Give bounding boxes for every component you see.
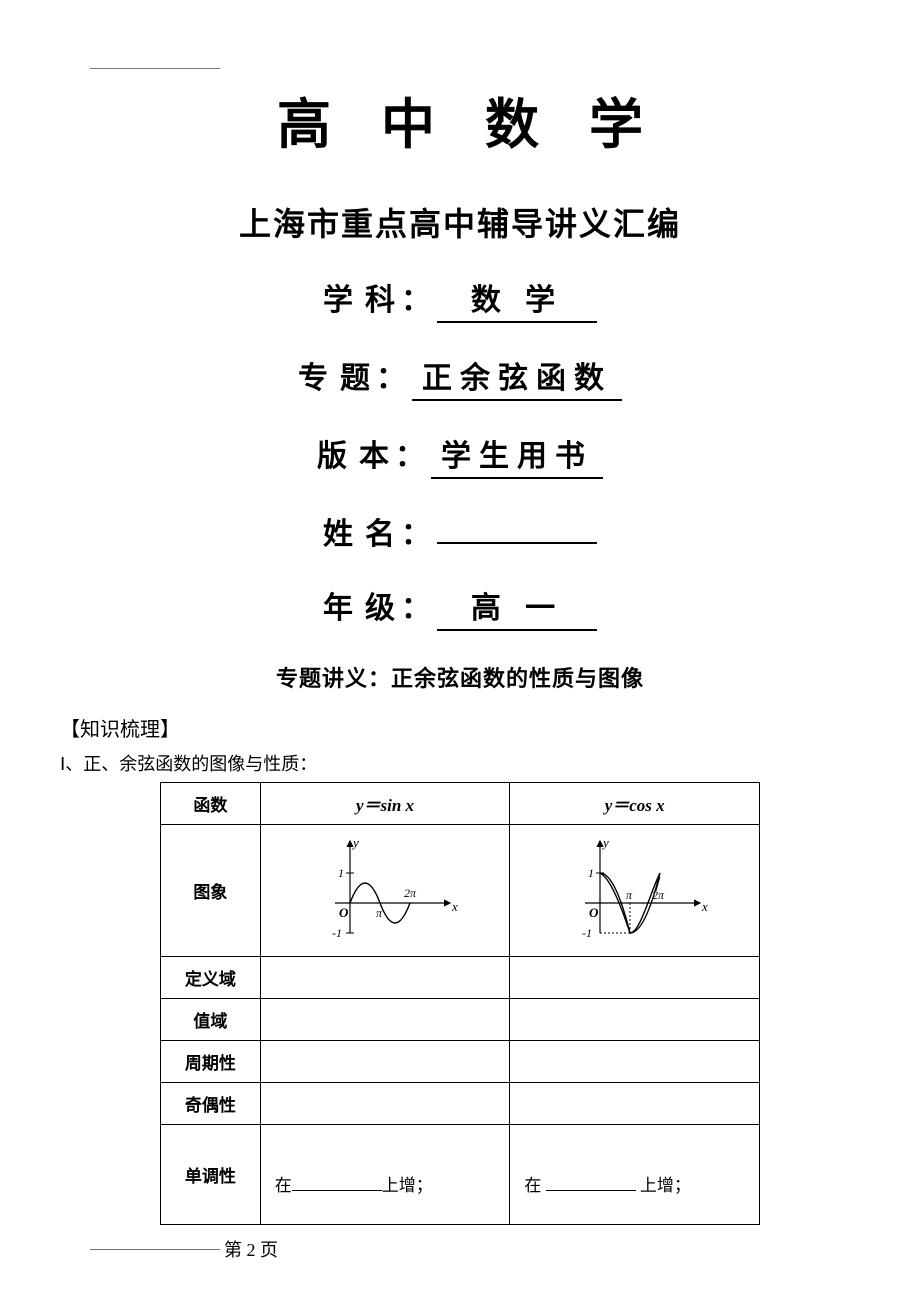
field-label: 版本 xyxy=(317,431,401,475)
colon-icon: ： xyxy=(395,431,425,475)
domain-cos xyxy=(510,957,760,999)
subtitle: 上海市重点高中辅导讲义汇编 xyxy=(60,199,860,245)
knowledge-heading: 【知识梳理】 xyxy=(60,713,860,742)
range-sin xyxy=(260,999,510,1041)
sin-graph-icon: y x 1 -1 O π 2π xyxy=(310,833,460,943)
range-cos xyxy=(510,999,760,1041)
field-name: 姓名 ： xyxy=(60,509,860,553)
svg-text:-1: -1 xyxy=(582,926,592,940)
page-number: 第 2 页 xyxy=(224,1236,278,1262)
svg-text:O: O xyxy=(589,905,599,920)
field-label: 姓名 xyxy=(323,509,407,553)
sin-graph-cell: y x 1 -1 O π 2π xyxy=(260,825,510,957)
colon-icon: ： xyxy=(376,353,406,397)
svg-text:y: y xyxy=(601,835,609,850)
parity-cos xyxy=(510,1083,760,1125)
field-value: 正余弦函数 xyxy=(412,353,622,401)
svg-text:π: π xyxy=(376,906,383,920)
fill-blank xyxy=(546,1174,636,1191)
svg-text:2π: 2π xyxy=(652,888,665,902)
field-value: 数 学 xyxy=(437,275,597,323)
colon-icon: ： xyxy=(401,275,431,319)
row-label-range: 值域 xyxy=(161,999,261,1041)
svg-text:x: x xyxy=(451,899,458,914)
period-row: 周期性 xyxy=(161,1041,760,1083)
cover-fields: 学科 ： 数 学 专题 ： 正余弦函数 版本 ： 学生用书 姓名 ： 年级 ： … xyxy=(60,275,860,631)
field-label: 年级 xyxy=(323,583,407,627)
cos-graph-cell: y x 1 -1 O π 2π xyxy=(510,825,760,957)
row-label-domain: 定义域 xyxy=(161,957,261,999)
monotone-row: 单调性 在 上增； 在 上增； xyxy=(161,1125,760,1225)
suffix-text: 上增； xyxy=(640,1176,691,1195)
domain-row: 定义域 xyxy=(161,957,760,999)
lecture-title: 专题讲义：正余弦函数的性质与图像 xyxy=(60,661,860,693)
svg-text:1: 1 xyxy=(338,866,344,880)
field-value: 高 一 xyxy=(437,583,597,631)
point-heading: Ⅰ、正、余弦函数的图像与性质： xyxy=(60,750,860,776)
header-sin: y＝sin x xyxy=(260,783,510,825)
svg-text:y: y xyxy=(351,835,359,850)
period-sin xyxy=(260,1041,510,1083)
svg-text:O: O xyxy=(339,905,349,920)
row-label-parity: 奇偶性 xyxy=(161,1083,261,1125)
prefix-text: 在 xyxy=(524,1176,541,1195)
header-row: 函数 y＝sin x y＝cos x xyxy=(161,783,760,825)
colon-icon: ： xyxy=(401,509,431,553)
prefix-text: 在 xyxy=(275,1176,292,1195)
svg-text:π: π xyxy=(626,888,633,902)
monotone-sin: 在 上增； xyxy=(260,1125,510,1225)
parity-sin xyxy=(260,1083,510,1125)
period-cos xyxy=(510,1041,760,1083)
footer-rule-icon xyxy=(90,1249,220,1250)
svg-text:1: 1 xyxy=(588,866,594,880)
field-subject: 学科 ： 数 学 xyxy=(60,275,860,323)
header-cos: y＝cos x xyxy=(510,783,760,825)
graph-row: 图象 y x 1 -1 O π 2π xyxy=(161,825,760,957)
fill-blank xyxy=(292,1174,382,1191)
parity-row: 奇偶性 xyxy=(161,1083,760,1125)
svg-text:-1: -1 xyxy=(332,926,342,940)
field-value xyxy=(437,540,597,544)
field-version: 版本 ： 学生用书 xyxy=(60,431,860,479)
field-grade: 年级 ： 高 一 xyxy=(60,583,860,631)
cos-graph-icon: y x 1 -1 O π 2π xyxy=(560,833,710,943)
main-title: 高中数学 xyxy=(60,80,860,159)
header-rule xyxy=(90,68,220,69)
field-label: 专题 xyxy=(298,353,382,397)
domain-sin xyxy=(260,957,510,999)
range-row: 值域 xyxy=(161,999,760,1041)
row-label-graph: 图象 xyxy=(161,825,261,957)
suffix-text: 上增； xyxy=(382,1176,433,1195)
colon-icon: ： xyxy=(401,583,431,627)
row-label-monotone: 单调性 xyxy=(161,1125,261,1225)
field-label: 学科 xyxy=(323,275,407,319)
monotone-cos: 在 上增； xyxy=(510,1125,760,1225)
field-value: 学生用书 xyxy=(431,431,603,479)
field-topic: 专题 ： 正余弦函数 xyxy=(60,353,860,401)
header-func: 函数 xyxy=(161,783,261,825)
row-label-period: 周期性 xyxy=(161,1041,261,1083)
properties-table: 函数 y＝sin x y＝cos x 图象 y x 1 -1 O π 2π xyxy=(160,782,760,1225)
svg-text:2π: 2π xyxy=(404,886,417,900)
page-footer: 第 2 页 xyxy=(90,1236,278,1262)
svg-text:x: x xyxy=(701,899,708,914)
